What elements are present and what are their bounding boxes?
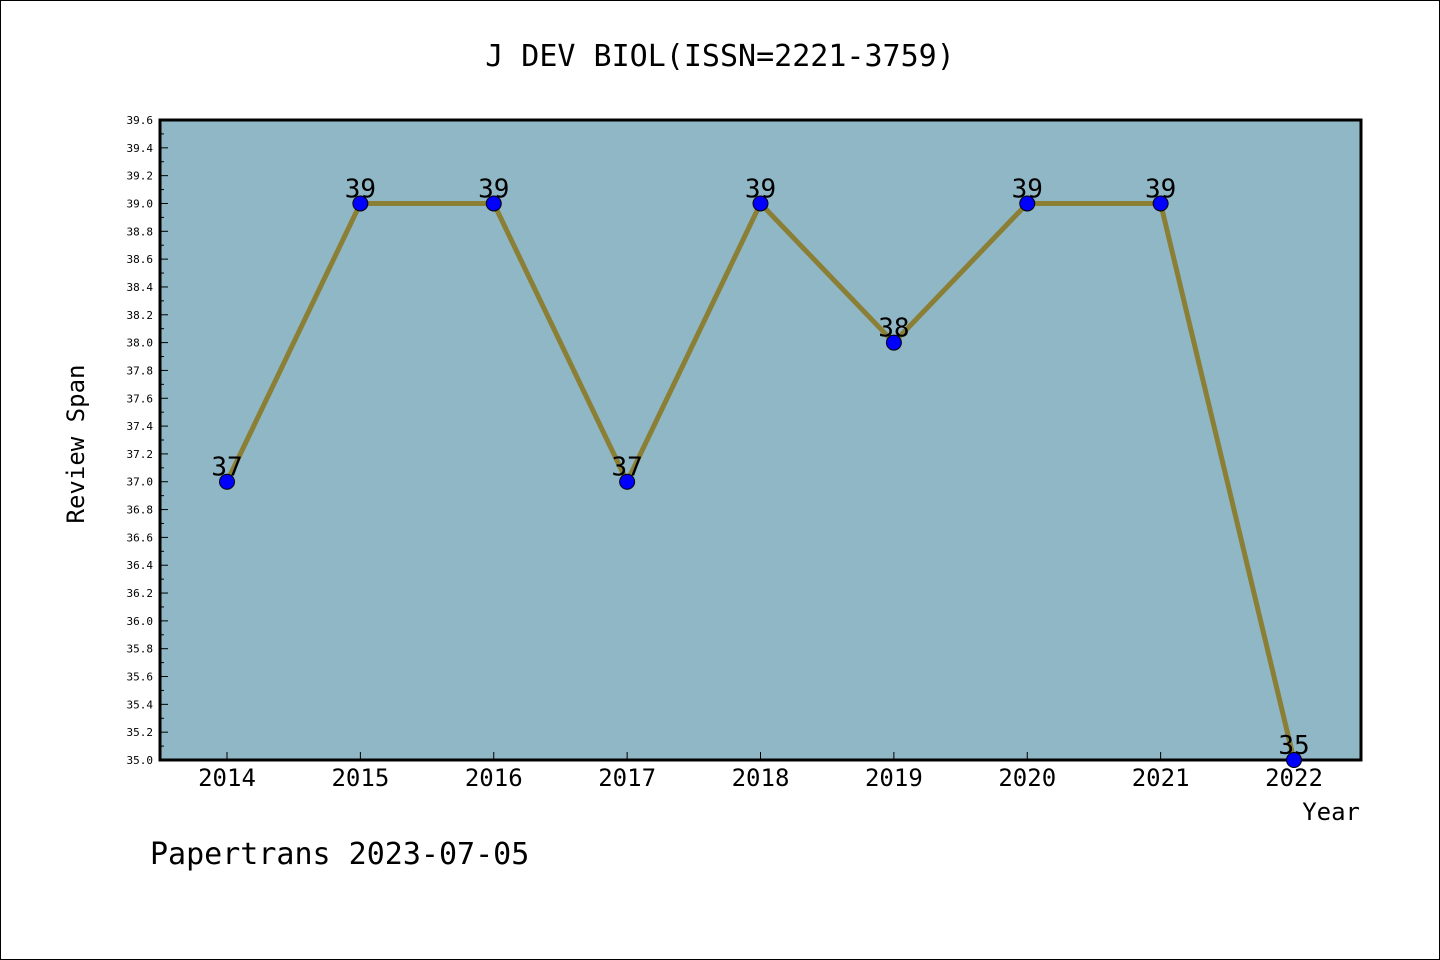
x-tick-label: 2015 xyxy=(331,764,389,792)
x-tick-label: 2022 xyxy=(1265,764,1323,792)
y-tick-label: 37.8 xyxy=(127,364,154,377)
y-tick-label: 37.4 xyxy=(127,420,154,433)
x-axis-label: Year xyxy=(1302,798,1360,826)
data-label: 39 xyxy=(345,174,376,204)
y-axis-label: Review Span xyxy=(62,365,90,524)
x-tick-label: 2014 xyxy=(198,764,256,792)
data-point xyxy=(1152,195,1169,212)
y-tick-label: 38.4 xyxy=(127,281,154,294)
x-axis: 2014 2015 2016 2017 2018 2019 2020 2021 2022 xyxy=(198,752,1323,792)
plot-area xyxy=(158,118,1363,762)
data-point xyxy=(1019,195,1036,212)
y-tick-label: 36.2 xyxy=(127,587,154,600)
data-point xyxy=(1286,752,1302,768)
y-tick-label: 35.2 xyxy=(127,726,154,739)
y-tick-label: 38.0 xyxy=(127,337,154,350)
y-tick-label: 35.8 xyxy=(127,643,154,656)
y-tick-label: 38.2 xyxy=(127,309,154,322)
data-point xyxy=(219,473,235,490)
data-point xyxy=(352,195,369,212)
y-tick-label: 37.6 xyxy=(127,392,154,405)
data-label: 37 xyxy=(211,453,242,483)
data-label-layer: 37 39 39 37 39 38 39 39 35 xyxy=(211,174,1309,761)
y-tick-label: 39.0 xyxy=(127,197,154,210)
y-tick-label: 35.4 xyxy=(127,698,154,711)
data-label: 38 xyxy=(878,314,909,344)
data-point xyxy=(885,334,902,351)
data-label: 37 xyxy=(611,453,642,483)
chart-title: J DEV BIOL(ISSN=2221-3759) xyxy=(485,39,955,74)
y-tick-label: 39.6 xyxy=(127,114,154,127)
y-tick-label: 36.0 xyxy=(127,615,154,628)
x-tick-label: 2020 xyxy=(998,764,1056,792)
y-tick-label: 35.0 xyxy=(127,754,154,767)
y-tick-label: 35.6 xyxy=(127,671,154,684)
data-point xyxy=(485,195,502,212)
data-point xyxy=(752,195,769,212)
y-tick-label: 39.4 xyxy=(127,142,154,155)
x-tick-label: 2019 xyxy=(865,764,923,792)
data-label: 39 xyxy=(478,174,509,204)
y-tick-label: 36.4 xyxy=(127,559,154,572)
y-tick-label: 36.8 xyxy=(127,504,154,517)
data-label: 35 xyxy=(1278,731,1309,761)
y-tick-label: 39.2 xyxy=(127,170,154,183)
x-tick-label: 2018 xyxy=(732,764,790,792)
data-label: 39 xyxy=(745,174,776,204)
x-tick-label: 2021 xyxy=(1132,764,1190,792)
data-point xyxy=(619,473,636,490)
series-layer xyxy=(219,195,1302,768)
y-axis: 35.0 35.2 35.4 35.6 35.8 36.0 36.2 36.4 36.6 36.8… xyxy=(127,114,168,767)
y-tick-label: 37.0 xyxy=(127,476,154,489)
x-tick-label: 2016 xyxy=(465,764,523,792)
y-tick-label: 38.8 xyxy=(127,225,154,238)
data-label: 39 xyxy=(1012,174,1043,204)
footer-credit: Papertrans 2023-07-05 xyxy=(150,837,529,872)
data-label: 39 xyxy=(1145,174,1176,204)
y-tick-label: 36.6 xyxy=(127,531,154,544)
y-tick-label: 38.6 xyxy=(127,253,154,266)
y-tick-label: 37.2 xyxy=(127,448,154,461)
x-tick-label: 2017 xyxy=(598,764,656,792)
